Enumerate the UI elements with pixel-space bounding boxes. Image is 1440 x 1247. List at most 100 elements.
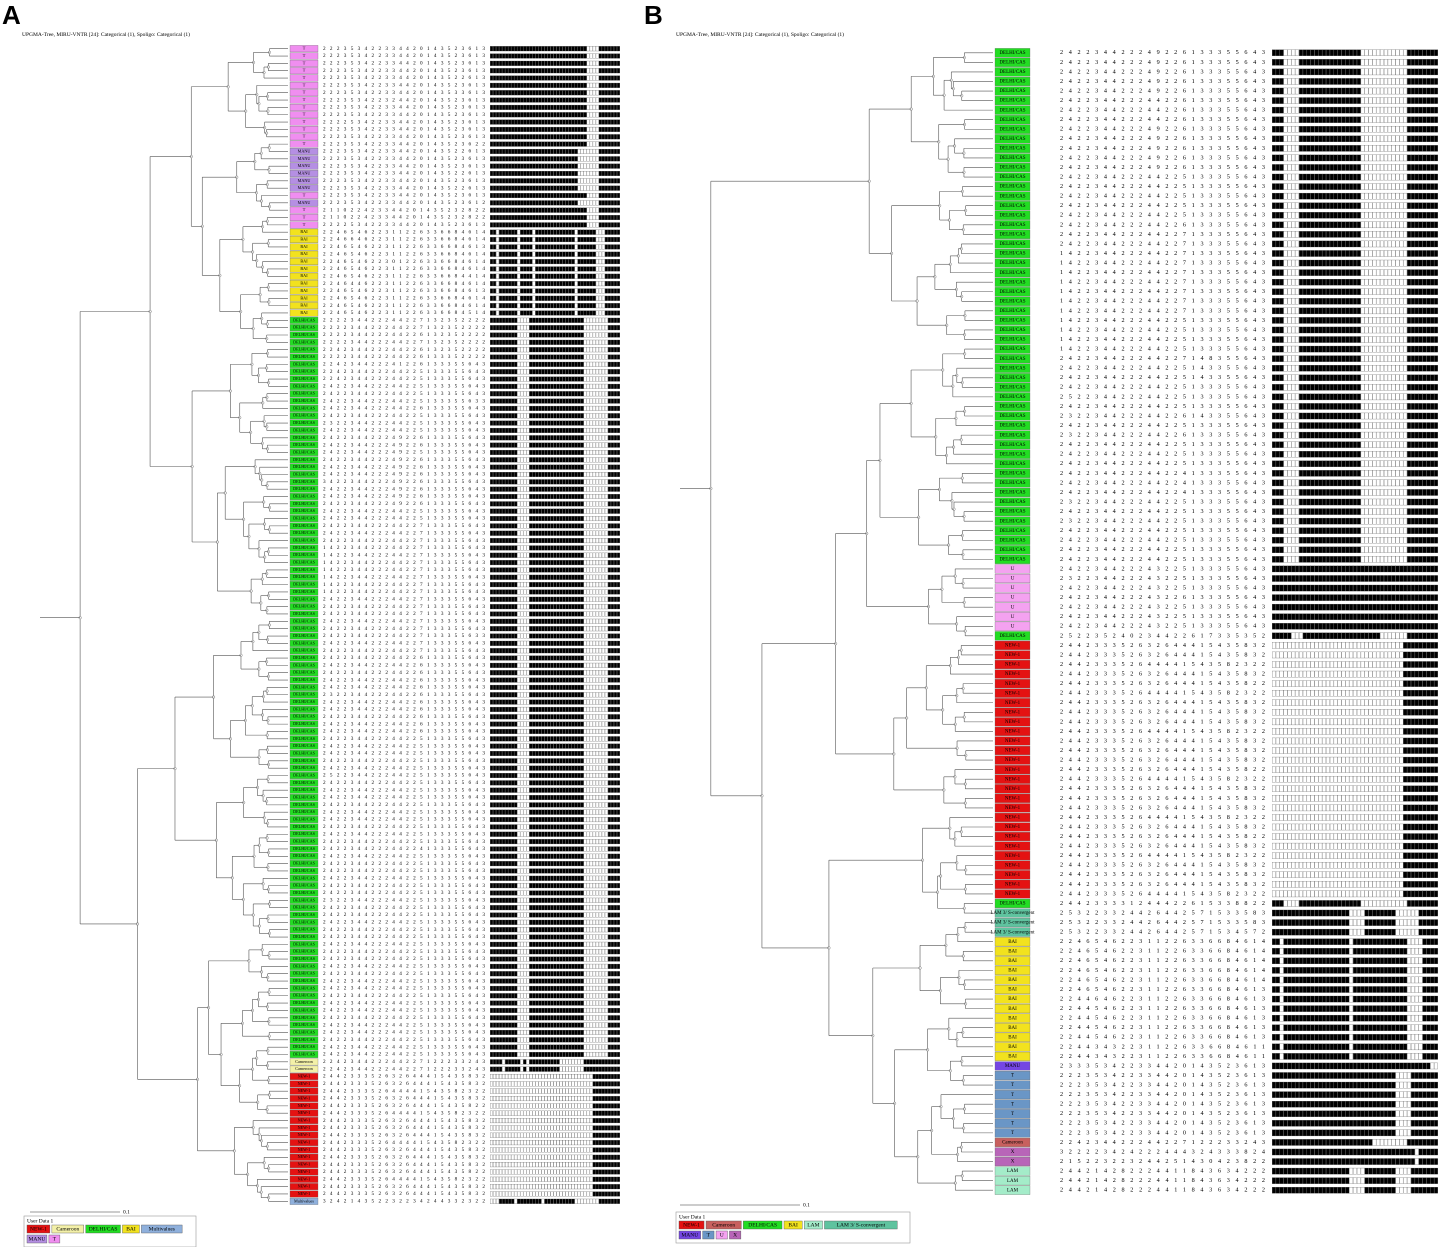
spoligo-spacer bbox=[580, 288, 584, 294]
spoligo-spacer bbox=[514, 141, 518, 147]
spoligo-spacer bbox=[532, 354, 536, 360]
spoligo-spacer bbox=[577, 427, 581, 433]
spoligo-spacer bbox=[544, 765, 548, 771]
spoligo-spacer bbox=[562, 736, 566, 742]
spoligo-spacer bbox=[592, 112, 596, 118]
spoligo-spacer bbox=[574, 758, 578, 764]
spoligo-spacer bbox=[601, 714, 605, 720]
spoligo-spacer bbox=[556, 758, 560, 764]
spoligo-spacer bbox=[565, 251, 569, 257]
spoligo-spacer bbox=[502, 486, 506, 492]
spoligo-spacer bbox=[595, 582, 599, 588]
spoligo-spacer bbox=[532, 457, 536, 463]
miru-profile: 222353422334420143523613 bbox=[323, 163, 485, 169]
spoligo-spacer bbox=[502, 148, 506, 154]
spoligo-spacer bbox=[553, 611, 557, 617]
spoligo-spacer bbox=[592, 655, 596, 661]
label-box bbox=[289, 706, 319, 713]
spoligo-spacer bbox=[505, 743, 509, 749]
spoligo-spacer bbox=[580, 104, 584, 110]
spoligo-spacer bbox=[617, 97, 620, 103]
spoligo-spacer bbox=[514, 839, 518, 845]
spoligo-spacer bbox=[523, 273, 527, 279]
spoligo-spacer bbox=[577, 574, 581, 580]
spoligo-spacer bbox=[583, 728, 587, 734]
spoligo-spacer bbox=[532, 589, 536, 595]
spoligo-spacer bbox=[523, 699, 527, 705]
spoligo-spacer bbox=[577, 244, 581, 250]
spoligo-spacer bbox=[544, 126, 548, 132]
spoligo-spacer bbox=[595, 692, 599, 698]
spoligo-spacer bbox=[574, 90, 578, 96]
spoligo-spacer bbox=[601, 611, 605, 617]
spoligo-spacer bbox=[547, 178, 551, 184]
spoligo-spacer bbox=[514, 119, 518, 125]
spoligo-spacer bbox=[553, 648, 557, 654]
spoligo-spacer bbox=[535, 200, 539, 206]
spoligo-spacer bbox=[607, 560, 611, 566]
spoligo-spacer bbox=[496, 420, 500, 426]
spoligo-spacer bbox=[577, 787, 581, 793]
spoligo-spacer bbox=[541, 200, 545, 206]
spoligo-spacer bbox=[493, 156, 497, 162]
spoligo-spacer bbox=[499, 354, 503, 360]
spoligo-spacer bbox=[541, 699, 545, 705]
spoligo-spacer bbox=[505, 795, 509, 801]
spoligo-spacer bbox=[617, 706, 620, 712]
miru-profile: 224234422241226133355643 bbox=[323, 362, 485, 368]
spoligo-spacer bbox=[571, 604, 575, 610]
spoligo-spacer bbox=[538, 281, 542, 287]
spoligo-spacer bbox=[514, 574, 518, 580]
spoligo-spacer bbox=[601, 538, 605, 544]
spoligo-spacer bbox=[559, 82, 563, 88]
spoligo-spacer bbox=[574, 369, 578, 375]
spoligo-spacer bbox=[568, 618, 572, 624]
spoligo-spacer bbox=[583, 193, 587, 198]
miru-profile: 242234422244226133355643 bbox=[323, 707, 485, 713]
spoligo-spacer bbox=[544, 655, 548, 661]
spoligo-spacer bbox=[532, 251, 536, 257]
spoligo-spacer bbox=[604, 501, 608, 507]
miru-profile: 142234422244227133355643 bbox=[323, 545, 485, 551]
spoligo-spacer bbox=[493, 589, 497, 595]
spoligo-spacer bbox=[544, 633, 548, 639]
spoligo-spacer bbox=[505, 831, 509, 837]
spoligo-spacer bbox=[508, 134, 512, 140]
spoligo-spacer bbox=[547, 728, 551, 734]
spoligo-spacer bbox=[523, 391, 527, 397]
spoligo-spacer bbox=[571, 156, 575, 162]
spoligo-spacer bbox=[565, 442, 569, 448]
spoligo-spacer bbox=[493, 251, 497, 257]
spoligo-spacer bbox=[559, 90, 563, 96]
spoligo-spacer bbox=[505, 751, 509, 756]
spoligo-spacer bbox=[541, 633, 545, 639]
spoligo-spacer bbox=[574, 567, 578, 573]
spoligo-spacer bbox=[601, 112, 605, 118]
spoligo-spacer bbox=[547, 552, 551, 558]
spoligo-spacer bbox=[505, 420, 509, 426]
lineage-label: MANU bbox=[298, 170, 311, 175]
spoligo-spacer bbox=[586, 391, 590, 397]
spoligo-spacer bbox=[511, 831, 515, 837]
spoligo-spacer bbox=[613, 156, 617, 162]
spoligo-spacer bbox=[595, 90, 599, 96]
spoligo-spacer bbox=[529, 442, 533, 448]
spoligo-spacer bbox=[535, 281, 539, 287]
spoligo-spacer bbox=[514, 82, 518, 88]
label-box bbox=[289, 52, 319, 60]
spoligo-spacer bbox=[559, 317, 563, 323]
spoligo-spacer bbox=[565, 244, 569, 250]
spoligo-spacer bbox=[617, 222, 620, 228]
spoligo-spacer bbox=[502, 699, 506, 705]
spoligo-spacer bbox=[553, 596, 557, 602]
spoligo-spacer bbox=[541, 405, 545, 411]
spoligo-spacer bbox=[562, 817, 566, 823]
spoligo-spacer bbox=[523, 677, 527, 683]
spoligo-spacer bbox=[499, 163, 503, 169]
spoligo-spacer bbox=[541, 604, 545, 610]
spoligo-spacer bbox=[547, 721, 551, 727]
spoligo-spacer bbox=[559, 582, 563, 588]
spoligo-spacer bbox=[532, 361, 536, 367]
spoligo-spacer bbox=[562, 104, 566, 110]
spoligo-spacer bbox=[547, 706, 551, 712]
